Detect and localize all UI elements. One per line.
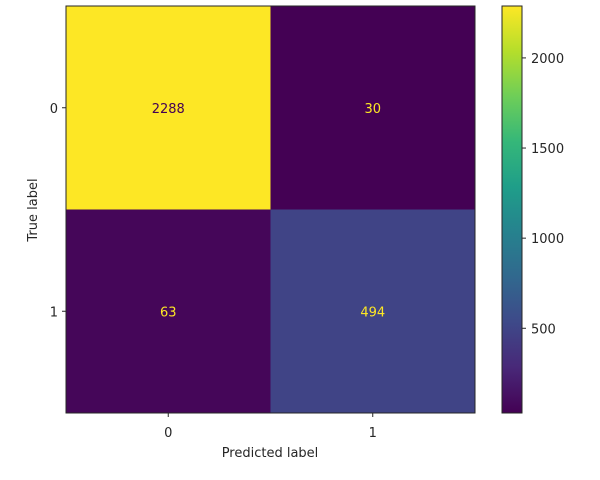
matrix-cell — [270, 6, 476, 210]
y-tick-label: 0 — [50, 102, 58, 117]
colorbar — [501, 5, 523, 414]
matrix-cell — [66, 6, 271, 210]
colorbar-tick-label: 500 — [531, 322, 556, 337]
colorbar-ticks: 500 1000 1500 2000 — [522, 52, 564, 337]
colorbar-tick-label: 1000 — [531, 232, 564, 247]
y-axis-label: True label — [26, 178, 41, 242]
cell-value-label: 2288 — [152, 102, 185, 117]
x-axis-label: Predicted label — [222, 446, 319, 461]
y-axis-ticks: 01 — [50, 102, 66, 320]
cell-value-label: 30 — [364, 102, 381, 117]
cell-value-label: 494 — [360, 305, 385, 320]
y-tick-label: 1 — [50, 305, 58, 320]
matrix-cell — [66, 209, 271, 414]
matrix-cells: 2288 30 63 494 — [66, 6, 476, 414]
matrix-frame — [65, 5, 476, 414]
x-tick-label: 0 — [164, 426, 172, 441]
x-tick-label: 1 — [369, 426, 377, 441]
cell-value-label: 63 — [160, 305, 177, 320]
matrix-cell — [270, 209, 476, 414]
colorbar-tick-label: 1500 — [531, 142, 564, 157]
colorbar-tick-label: 2000 — [531, 52, 564, 67]
